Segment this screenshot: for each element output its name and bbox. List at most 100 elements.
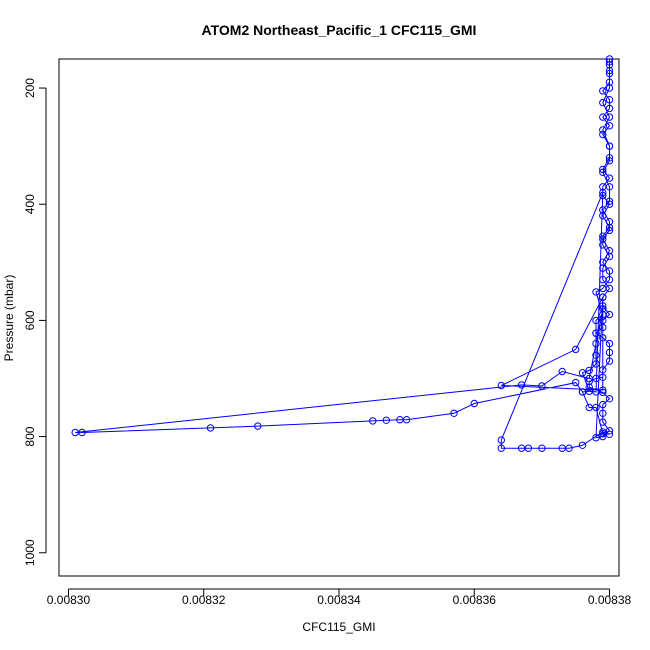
data-point bbox=[605, 247, 614, 255]
data-point bbox=[585, 366, 593, 375]
data-point bbox=[599, 165, 607, 174]
data-point bbox=[605, 197, 614, 206]
data-point bbox=[599, 323, 607, 332]
y-tick-label: 200 bbox=[23, 78, 37, 98]
x-tick-label: 0.00834 bbox=[317, 593, 361, 607]
data-point bbox=[497, 381, 505, 390]
data-point bbox=[599, 334, 607, 342]
x-axis: 0.00830 0.00832 0.00834 0.00836 0.00838 bbox=[47, 588, 632, 607]
data-point bbox=[599, 302, 607, 310]
data-point bbox=[599, 432, 607, 441]
data-point bbox=[605, 96, 614, 104]
data-point bbox=[592, 288, 600, 296]
data-point bbox=[605, 252, 614, 261]
data-point bbox=[605, 223, 614, 232]
data-point bbox=[605, 58, 614, 66]
data-point bbox=[585, 374, 593, 383]
data-point bbox=[605, 61, 614, 69]
data-point bbox=[585, 383, 593, 391]
data-point bbox=[497, 444, 505, 452]
data-point bbox=[585, 377, 593, 386]
data-point bbox=[605, 339, 614, 348]
data-point bbox=[605, 267, 614, 275]
data-point bbox=[382, 416, 390, 424]
data-point bbox=[592, 329, 600, 337]
data-point bbox=[599, 126, 607, 134]
x-tick-label: 0.00830 bbox=[47, 593, 91, 607]
data-point bbox=[565, 444, 573, 452]
data-point bbox=[605, 154, 614, 162]
x-axis-label: CFC115_GMI bbox=[302, 620, 375, 634]
data-point bbox=[605, 55, 614, 63]
data-point bbox=[78, 428, 86, 437]
data-point bbox=[538, 444, 546, 452]
data-point bbox=[605, 122, 614, 130]
data-point bbox=[517, 381, 526, 389]
data-point bbox=[605, 78, 614, 86]
data-point bbox=[592, 360, 600, 368]
data-point bbox=[599, 212, 607, 220]
data-point bbox=[599, 264, 607, 272]
data-point bbox=[605, 200, 614, 208]
data-point bbox=[605, 104, 614, 113]
data-point bbox=[558, 367, 566, 376]
data-point bbox=[578, 441, 587, 449]
x-tick-label: 0.00832 bbox=[182, 593, 226, 607]
data-point bbox=[599, 305, 607, 313]
data-point bbox=[605, 157, 614, 165]
y-tick-label: 600 bbox=[23, 310, 37, 330]
data-point bbox=[592, 316, 600, 325]
data-point bbox=[572, 345, 580, 354]
data-point bbox=[605, 395, 614, 403]
data-point bbox=[585, 387, 593, 395]
data-point bbox=[599, 284, 607, 293]
data-point bbox=[599, 232, 607, 240]
data-point bbox=[599, 241, 607, 249]
data-point bbox=[605, 84, 614, 92]
data-point bbox=[402, 416, 411, 424]
data-point bbox=[524, 444, 533, 452]
data-point bbox=[599, 373, 607, 381]
data-point bbox=[599, 310, 607, 319]
data-point bbox=[592, 434, 600, 442]
data-point bbox=[578, 369, 587, 377]
data-point bbox=[605, 357, 614, 365]
chart-title: ATOM2 Northeast_Pacific_1 CFC115_GMI bbox=[202, 22, 477, 38]
data-point bbox=[497, 436, 505, 444]
data-point bbox=[599, 418, 607, 426]
data-point bbox=[599, 235, 607, 243]
data-series bbox=[71, 55, 614, 452]
plot-frame bbox=[58, 58, 620, 577]
data-point bbox=[599, 98, 607, 107]
data-point bbox=[599, 409, 607, 417]
data-point bbox=[605, 113, 614, 121]
data-point bbox=[599, 188, 607, 197]
data-point bbox=[605, 174, 614, 182]
data-point bbox=[605, 348, 614, 357]
series-line bbox=[75, 59, 611, 449]
data-point bbox=[599, 400, 607, 409]
x-tick-label: 0.00836 bbox=[453, 593, 497, 607]
data-point bbox=[599, 430, 607, 438]
data-point bbox=[605, 69, 614, 78]
data-point bbox=[599, 206, 607, 214]
data-point bbox=[599, 386, 607, 394]
data-point bbox=[599, 87, 607, 95]
data-point bbox=[605, 218, 614, 226]
data-point bbox=[538, 382, 546, 390]
data-point bbox=[369, 417, 377, 425]
data-point bbox=[470, 399, 478, 408]
y-tick-label: 400 bbox=[23, 194, 37, 214]
data-point bbox=[592, 351, 600, 359]
data-point bbox=[450, 409, 458, 417]
y-axis: 200 400 600 800 1000 bbox=[23, 78, 47, 566]
data-point bbox=[605, 142, 614, 150]
data-point bbox=[599, 366, 607, 374]
data-point bbox=[254, 422, 262, 430]
data-point bbox=[599, 191, 607, 200]
y-axis-label: Pressure (mbar) bbox=[2, 275, 16, 362]
data-point bbox=[605, 276, 614, 284]
data-point bbox=[605, 226, 614, 235]
x-tick-label: 0.00838 bbox=[588, 593, 632, 607]
